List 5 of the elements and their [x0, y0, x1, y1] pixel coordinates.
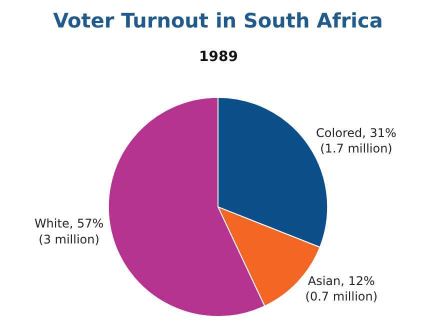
slice-label: Colored, 31% (1.7 million)	[316, 126, 396, 156]
chart-subtitle: 1989	[199, 49, 238, 65]
slice-label: White, 57% (3 million)	[34, 216, 104, 246]
slice-label: Asian, 12% (0.7 million)	[305, 274, 378, 304]
chart-title: Voter Turnout in South Africa	[53, 8, 383, 32]
